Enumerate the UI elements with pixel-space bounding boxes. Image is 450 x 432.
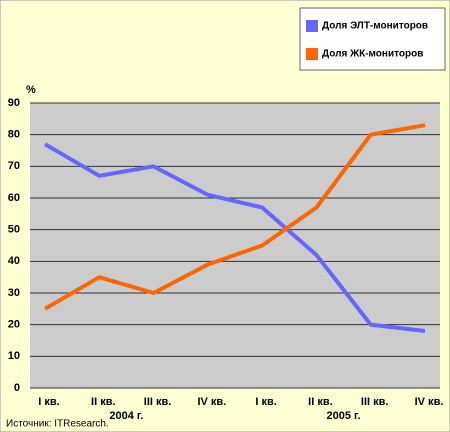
y-tick-label: 70	[8, 160, 20, 172]
y-tick-label: 10	[8, 350, 20, 362]
y-axis-label: %	[26, 84, 36, 96]
series-line	[43, 123, 426, 311]
group-label: 2004 г.	[109, 410, 143, 422]
y-tick-label: 90	[8, 97, 20, 109]
group-label: 2005 г.	[327, 410, 361, 422]
plot-area	[30, 103, 440, 388]
series-line	[43, 142, 426, 333]
y-tick-label: 60	[8, 192, 20, 204]
y-tick-label: 0	[14, 382, 20, 394]
x-tick-label: IV кв.	[197, 396, 226, 408]
legend-label: Доля ЖК-мониторов	[322, 49, 423, 60]
y-tick-label: 40	[8, 255, 20, 267]
x-tick-label: II кв.	[91, 396, 116, 408]
x-tick-label: IV кв.	[415, 396, 444, 408]
y-tick-label: 20	[8, 319, 20, 331]
x-tick-label: III кв.	[361, 396, 389, 408]
legend-label: Доля ЭЛТ-мониторов	[322, 21, 428, 32]
x-tick-label: II кв.	[308, 396, 333, 408]
source: Источник: ITResearch.	[6, 419, 109, 430]
legend-swatch	[306, 20, 318, 32]
y-tick-label: 80	[8, 129, 20, 141]
x-tick-label: III кв.	[144, 396, 172, 408]
x-tick-label: I кв.	[255, 396, 276, 408]
x-tick-label: I кв.	[38, 396, 59, 408]
legend-swatch	[306, 48, 318, 60]
y-tick-label: 50	[8, 224, 20, 236]
legend-box	[299, 7, 446, 71]
y-tick-label: 30	[8, 287, 20, 299]
